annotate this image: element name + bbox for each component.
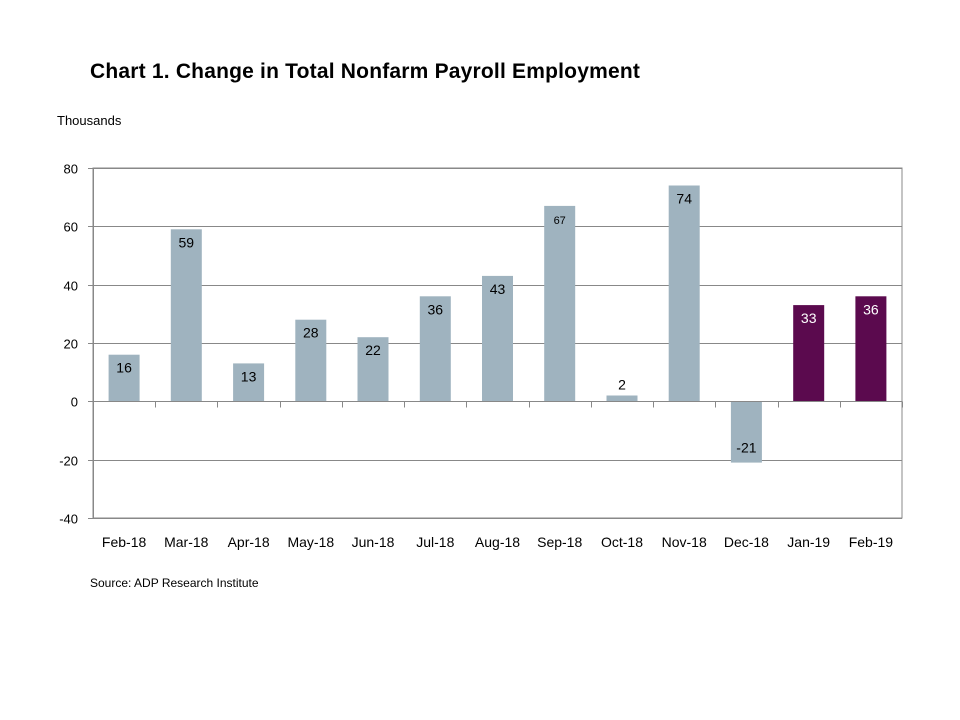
bar-jan-19 [793,305,825,402]
bar-jun-18 [357,337,389,402]
x-tick-label: Oct-18 [601,534,643,550]
bar-may-18 [295,319,327,402]
bar-nov-18 [668,185,700,402]
x-tick-label: Nov-18 [662,534,707,550]
y-tick-label: 0 [71,395,78,410]
y-tick-label: 40 [64,279,78,294]
x-tick-label: Sep-18 [537,534,582,550]
data-label-jun-18: 22 [365,342,381,358]
x-tick-label: Dec-18 [724,534,769,550]
data-label-dec-18: -21 [736,440,756,456]
gridlines [92,167,903,519]
x-tick-label: Apr-18 [228,534,270,550]
data-label-feb-18: 16 [116,360,132,376]
bar-aug-18 [482,275,513,402]
data-label-nov-18: 74 [676,191,692,207]
data-label-may-18: 28 [303,325,319,341]
tick-labels: -40 -20 0 20 40 60 80 Feb-18 Mar-18 Apr-18 May-18 J… [59,162,893,551]
x-tick-label: May-18 [287,534,334,550]
bar-sep-18 [544,205,576,402]
bar-apr-18 [233,363,265,402]
data-label-feb-19: 36 [863,301,879,317]
y-tick-label: -40 [59,512,78,527]
y-tick-label: -20 [59,454,78,469]
y-tick-label: 80 [64,162,78,177]
bar-mar-18 [170,229,202,402]
bar-jul-18 [419,296,451,402]
source-note: Source: ADP Research Institute [90,576,259,590]
data-label-sep-18: 67 [554,215,566,227]
data-label-mar-18: 59 [179,234,195,250]
data-label-jul-18: 36 [428,301,444,317]
x-tick-label: Mar-18 [164,534,209,550]
bar-oct-18 [606,395,638,402]
data-label-aug-18: 43 [490,281,506,297]
data-label-apr-18: 13 [241,368,257,384]
x-tick-label: Aug-18 [475,534,520,550]
axes [88,168,903,519]
data-label-oct-18: 2 [618,377,626,393]
chart-title: Chart 1. Change in Total Nonfarm Payroll… [90,60,641,83]
y-axis-units-label: Thousands [57,113,122,128]
bar-dec-18 [730,401,762,463]
x-tick-label: Feb-19 [849,534,894,550]
bars [108,185,887,463]
x-tick-label: Jan-19 [787,534,830,550]
data-labels: 16 59 13 28 22 36 43 67 2 74 -21 33 36 [116,191,879,456]
bar-feb-18 [108,354,140,402]
x-tick-label: Jun-18 [352,534,395,550]
bar-feb-19 [855,296,887,402]
x-tick-label: Jul-18 [416,534,454,550]
x-tick-label: Feb-18 [102,534,147,550]
data-label-jan-19: 33 [801,310,817,326]
y-tick-label: 20 [64,337,78,352]
y-tick-label: 60 [64,220,78,235]
